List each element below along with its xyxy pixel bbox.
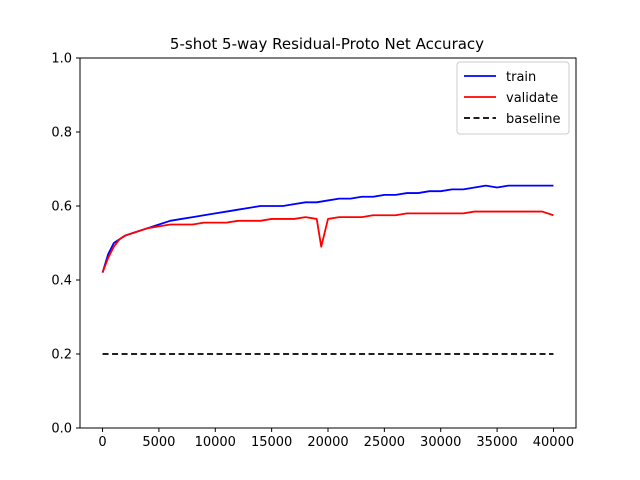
x-tick-label: 15000 — [251, 435, 292, 450]
x-tick-label: 25000 — [364, 435, 405, 450]
legend-box — [456, 61, 570, 135]
y-tick-label: 0.8 — [51, 126, 72, 141]
y-tick-label: 0.2 — [51, 348, 72, 363]
x-tick-label: 40000 — [533, 435, 574, 450]
legend-label-validate: validate — [506, 91, 558, 106]
y-tick-label: 0.6 — [51, 200, 72, 215]
legend-label-train: train — [506, 70, 536, 85]
x-tick-label: 5000 — [142, 435, 175, 450]
legend-label-baseline: baseline — [506, 112, 560, 127]
plot-area — [101, 184, 554, 355]
axis-ticks: 0 5000 10000 15000 20000 25000 30000 35000 40000… — [51, 52, 574, 451]
series-line-validate — [101, 210, 554, 273]
y-tick-label: 0.0 — [51, 422, 72, 437]
x-tick-label: 30000 — [420, 435, 461, 450]
legend: train validate baseline — [456, 61, 570, 135]
x-tick-label: 0 — [98, 435, 106, 450]
y-tick-label: 0.4 — [51, 274, 72, 289]
x-tick-label: 20000 — [307, 435, 348, 450]
series-line-train — [101, 184, 554, 273]
x-tick-label: 10000 — [195, 435, 236, 450]
chart-title: 5-shot 5-way Residual-Proto Net Accuracy — [170, 35, 484, 53]
x-tick-label: 35000 — [476, 435, 517, 450]
y-tick-label: 1.0 — [51, 52, 72, 67]
